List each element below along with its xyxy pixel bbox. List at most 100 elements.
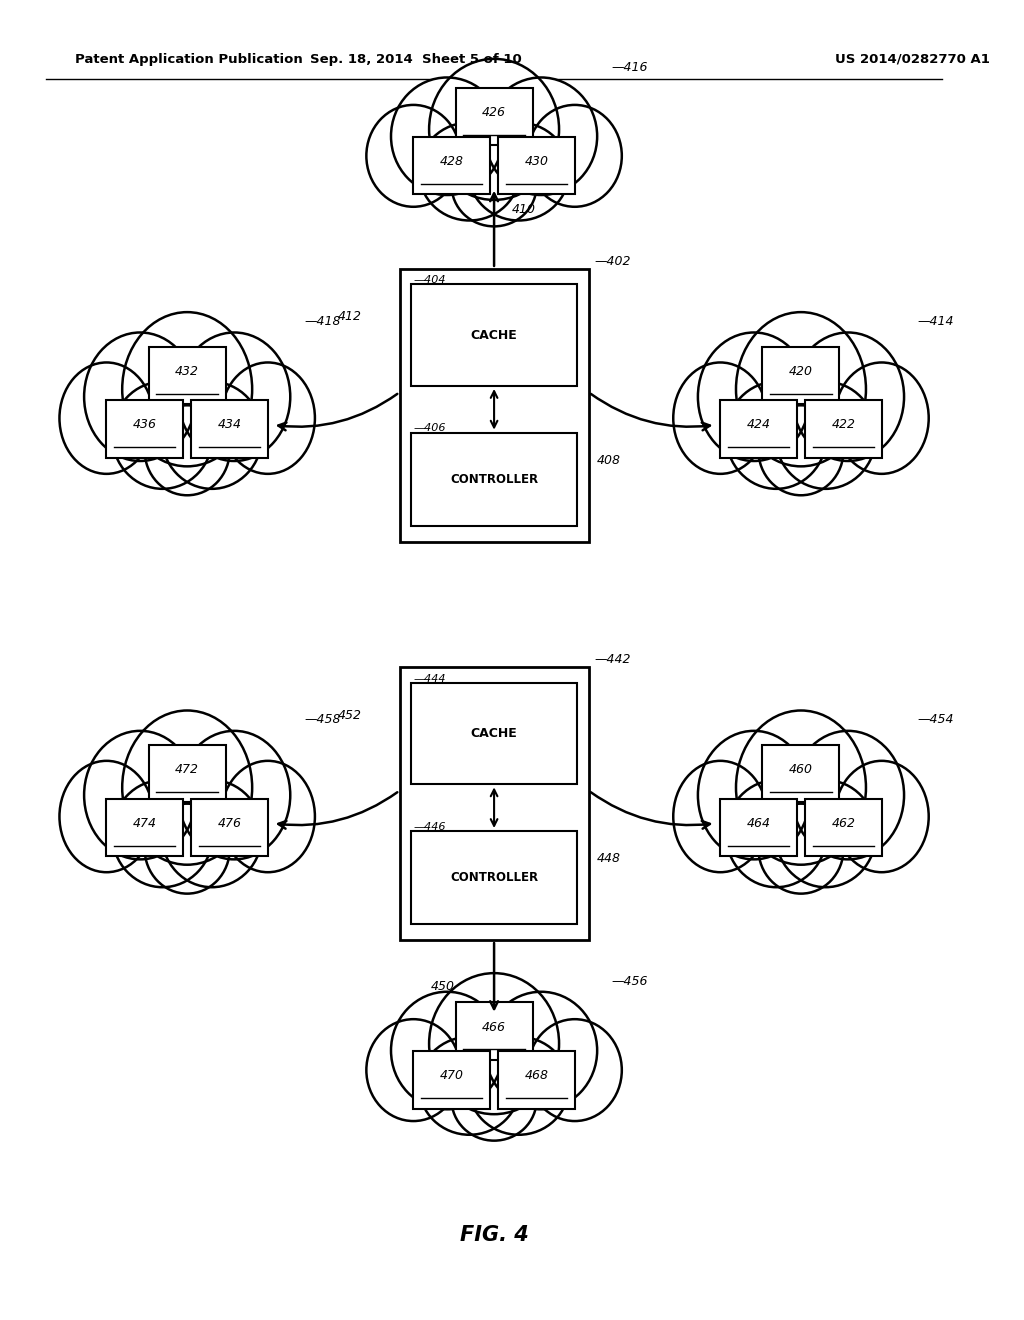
Text: 472: 472: [175, 763, 200, 776]
Ellipse shape: [835, 363, 929, 474]
Ellipse shape: [775, 780, 877, 887]
Text: CONTROLLER: CONTROLLER: [450, 871, 539, 884]
Text: 450: 450: [431, 979, 455, 993]
Ellipse shape: [429, 973, 559, 1114]
FancyBboxPatch shape: [456, 88, 532, 145]
Text: 408: 408: [596, 454, 621, 467]
Ellipse shape: [391, 991, 503, 1109]
Ellipse shape: [122, 312, 252, 466]
FancyBboxPatch shape: [106, 799, 183, 855]
FancyBboxPatch shape: [763, 744, 840, 803]
Text: 464: 464: [746, 817, 770, 830]
Ellipse shape: [429, 59, 559, 199]
Text: 420: 420: [788, 364, 813, 378]
FancyBboxPatch shape: [399, 269, 589, 541]
Ellipse shape: [835, 760, 929, 873]
Ellipse shape: [726, 780, 826, 887]
Text: 448: 448: [596, 853, 621, 866]
Text: 474: 474: [133, 817, 157, 830]
Text: —402: —402: [595, 255, 631, 268]
Text: Sep. 18, 2014  Sheet 5 of 10: Sep. 18, 2014 Sheet 5 of 10: [310, 53, 522, 66]
Ellipse shape: [162, 381, 262, 488]
Ellipse shape: [698, 333, 810, 461]
Text: 452: 452: [338, 709, 362, 722]
Ellipse shape: [485, 991, 597, 1109]
Ellipse shape: [759, 405, 844, 495]
FancyBboxPatch shape: [498, 137, 575, 194]
Ellipse shape: [84, 731, 197, 859]
Text: —418: —418: [304, 315, 341, 327]
Text: 428: 428: [439, 156, 464, 168]
Text: FIG. 4: FIG. 4: [460, 1225, 528, 1245]
Text: —454: —454: [918, 713, 954, 726]
Ellipse shape: [162, 780, 262, 887]
FancyBboxPatch shape: [413, 137, 490, 194]
Text: —446: —446: [414, 821, 445, 832]
Ellipse shape: [452, 1059, 537, 1140]
Text: 476: 476: [218, 817, 242, 830]
Ellipse shape: [419, 1036, 520, 1135]
FancyBboxPatch shape: [805, 400, 882, 458]
Ellipse shape: [468, 123, 569, 220]
FancyBboxPatch shape: [456, 1002, 532, 1060]
Ellipse shape: [178, 333, 290, 461]
Ellipse shape: [673, 363, 767, 474]
FancyBboxPatch shape: [413, 1051, 490, 1109]
Text: 434: 434: [218, 418, 242, 432]
Text: 412: 412: [338, 310, 362, 323]
Text: —414: —414: [918, 315, 954, 327]
Ellipse shape: [367, 1019, 461, 1121]
Text: 410: 410: [512, 203, 536, 215]
Ellipse shape: [673, 760, 767, 873]
FancyBboxPatch shape: [763, 347, 840, 404]
Text: CACHE: CACHE: [471, 727, 517, 741]
Ellipse shape: [112, 381, 213, 488]
Text: —458: —458: [304, 713, 341, 726]
FancyBboxPatch shape: [191, 400, 268, 458]
FancyBboxPatch shape: [720, 400, 797, 458]
Text: 460: 460: [788, 763, 813, 776]
Text: 422: 422: [831, 418, 856, 432]
Text: —404: —404: [414, 275, 445, 285]
FancyBboxPatch shape: [412, 830, 577, 924]
Ellipse shape: [792, 731, 904, 859]
Ellipse shape: [698, 731, 810, 859]
Ellipse shape: [144, 405, 229, 495]
Text: 432: 432: [175, 364, 200, 378]
Ellipse shape: [59, 363, 154, 474]
Text: CACHE: CACHE: [471, 329, 517, 342]
Text: —416: —416: [611, 61, 647, 74]
Text: 430: 430: [524, 156, 549, 168]
Ellipse shape: [367, 104, 461, 207]
FancyBboxPatch shape: [805, 799, 882, 855]
FancyBboxPatch shape: [720, 799, 797, 855]
Ellipse shape: [178, 731, 290, 859]
Ellipse shape: [144, 804, 229, 894]
Ellipse shape: [759, 804, 844, 894]
FancyBboxPatch shape: [412, 433, 577, 527]
Ellipse shape: [736, 710, 866, 865]
Ellipse shape: [221, 760, 315, 873]
FancyBboxPatch shape: [191, 799, 268, 855]
Text: —442: —442: [595, 653, 631, 667]
Text: Patent Application Publication: Patent Application Publication: [75, 53, 303, 66]
Text: —444: —444: [414, 673, 445, 684]
Ellipse shape: [59, 760, 154, 873]
FancyBboxPatch shape: [498, 1051, 575, 1109]
Ellipse shape: [391, 78, 503, 195]
Text: CONTROLLER: CONTROLLER: [450, 473, 539, 486]
Ellipse shape: [468, 1036, 569, 1135]
Ellipse shape: [84, 333, 197, 461]
FancyBboxPatch shape: [148, 347, 225, 404]
Ellipse shape: [527, 104, 622, 207]
FancyBboxPatch shape: [412, 682, 577, 784]
FancyBboxPatch shape: [106, 400, 183, 458]
Text: 426: 426: [482, 106, 506, 119]
Ellipse shape: [485, 78, 597, 195]
Ellipse shape: [726, 381, 826, 488]
Text: 462: 462: [831, 817, 856, 830]
Text: 466: 466: [482, 1020, 506, 1034]
Ellipse shape: [452, 144, 537, 226]
FancyBboxPatch shape: [412, 285, 577, 387]
Text: —406: —406: [414, 424, 445, 433]
